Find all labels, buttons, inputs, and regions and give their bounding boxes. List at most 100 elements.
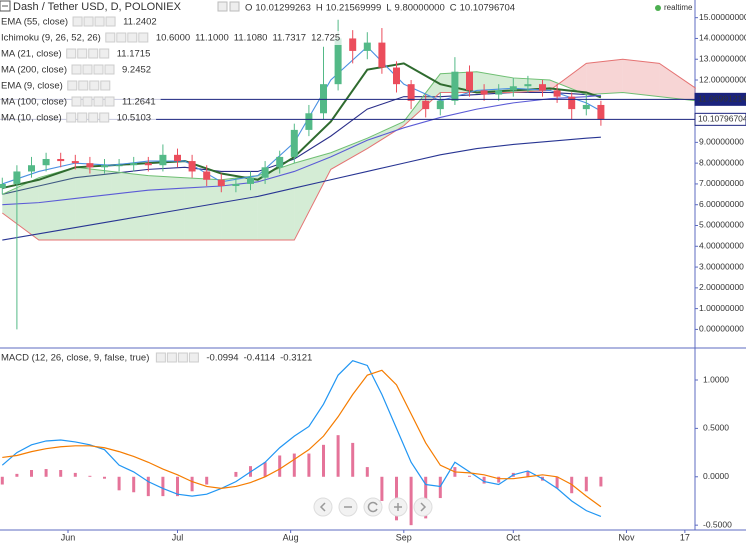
candle-body: [27, 165, 35, 172]
candle-body: [101, 165, 109, 168]
study-icon[interactable]: [71, 96, 82, 107]
study-icon[interactable]: [104, 96, 115, 107]
study-icon[interactable]: [88, 48, 99, 59]
candle-body: [568, 96, 576, 110]
ohlc-key: H: [316, 3, 323, 14]
candle-body: [247, 177, 255, 184]
study-icon[interactable]: [177, 352, 188, 363]
study-icon[interactable]: [94, 16, 105, 27]
study-icon[interactable]: [93, 96, 104, 107]
settings-icon[interactable]: [229, 1, 240, 12]
histogram-bar: [103, 476, 107, 479]
candle-body: [261, 167, 269, 178]
candle-body: [393, 67, 401, 85]
study-name: MA (200, close): [1, 65, 67, 76]
histogram-bar: [88, 475, 92, 477]
study-name: MACD (12, 26, close, 9, false, true): [1, 353, 149, 364]
study-name: EMA (9, close): [1, 81, 63, 92]
study-icon[interactable]: [77, 112, 88, 123]
study-value: 10.5103: [117, 113, 151, 124]
ohlc-value: 10.01299263: [255, 3, 310, 14]
ma-line: [2, 45, 602, 185]
study-icon[interactable]: [188, 352, 199, 363]
study-icon[interactable]: [66, 112, 77, 123]
study-icon[interactable]: [99, 48, 110, 59]
study-icon[interactable]: [82, 64, 93, 75]
histogram-bar: [438, 476, 442, 499]
collapse-icon[interactable]: [0, 0, 11, 12]
study-icon[interactable]: [166, 352, 177, 363]
study-icon[interactable]: [78, 80, 89, 91]
settings-icon[interactable]: [217, 1, 228, 12]
histogram-bar: [599, 476, 603, 487]
y-tick-label: 0.0000: [703, 471, 729, 481]
study-value: 12.725: [311, 33, 340, 44]
study-icon[interactable]: [82, 96, 93, 107]
histogram-bar: [380, 476, 384, 501]
histogram-bar: [117, 476, 121, 491]
study-icon[interactable]: [83, 16, 94, 27]
cloud-fill: [2, 177, 39, 241]
y-tick-label: 3.00000000: [699, 261, 744, 271]
candle-body: [582, 104, 590, 110]
study-icon[interactable]: [89, 80, 100, 91]
study-icon[interactable]: [88, 112, 99, 123]
histogram-bar: [205, 476, 209, 485]
icon: [420, 502, 427, 512]
study-name: EMA (55, close): [1, 17, 68, 28]
y-tick-label: -0.5000: [703, 519, 732, 529]
macd-line: [1, 359, 602, 518]
histogram-bar: [351, 442, 355, 477]
study-icon[interactable]: [77, 48, 88, 59]
ohlc-value: 9.80000000: [395, 3, 445, 14]
candle-body: [422, 100, 430, 110]
candle-body: [232, 183, 240, 187]
study-icon[interactable]: [67, 80, 78, 91]
reset[interactable]: [363, 497, 383, 517]
cloud-fill: [659, 63, 696, 101]
histogram-bar: [584, 476, 588, 492]
study-value: 9.2452: [122, 65, 151, 76]
ohlc-key: C: [450, 3, 457, 14]
scroll-right[interactable]: [413, 497, 433, 517]
nav-buttons: [313, 497, 433, 517]
study-icon[interactable]: [66, 48, 77, 59]
icon: [367, 501, 378, 513]
study-icon[interactable]: [155, 352, 166, 363]
histogram-bar: [365, 467, 369, 477]
histogram-bar: [161, 476, 165, 497]
study-icon[interactable]: [138, 32, 149, 43]
candle-body: [188, 161, 196, 172]
study-icon[interactable]: [105, 32, 116, 43]
study-icon[interactable]: [93, 64, 104, 75]
candle-body: [495, 90, 503, 95]
y-tick-label: 6.00000000: [699, 199, 744, 209]
y-tick-label: 5.00000000: [699, 220, 744, 230]
candle-body: [71, 161, 79, 164]
study-icon[interactable]: [99, 112, 110, 123]
candle-body: [42, 158, 50, 166]
study-icon[interactable]: [116, 32, 127, 43]
histogram-bar: [555, 476, 559, 489]
y-tick-label: 0.5000: [703, 423, 729, 433]
study-icon[interactable]: [72, 16, 83, 27]
candle-body: [0, 183, 6, 189]
histogram-bar: [336, 435, 340, 477]
icon: [394, 503, 402, 511]
y-tick-label: 0.00000000: [699, 324, 744, 334]
scroll-left[interactable]: [313, 497, 333, 517]
study-icon[interactable]: [127, 32, 138, 43]
study-icon[interactable]: [104, 64, 115, 75]
candle-body: [86, 163, 94, 168]
study-icon[interactable]: [71, 64, 82, 75]
histogram-bar: [307, 453, 311, 477]
histogram-bar: [497, 476, 501, 483]
y-tick-label: 15.00000000: [699, 12, 746, 22]
study-legend: EMA (9, close): [0, 79, 118, 93]
cloud-fill: [330, 138, 368, 170]
x-tick-label: Oct: [506, 532, 521, 542]
study-icon[interactable]: [100, 80, 111, 91]
ohlc-value: 10.21569999: [326, 3, 381, 14]
candle-body: [290, 129, 298, 157]
study-icon[interactable]: [105, 16, 116, 27]
